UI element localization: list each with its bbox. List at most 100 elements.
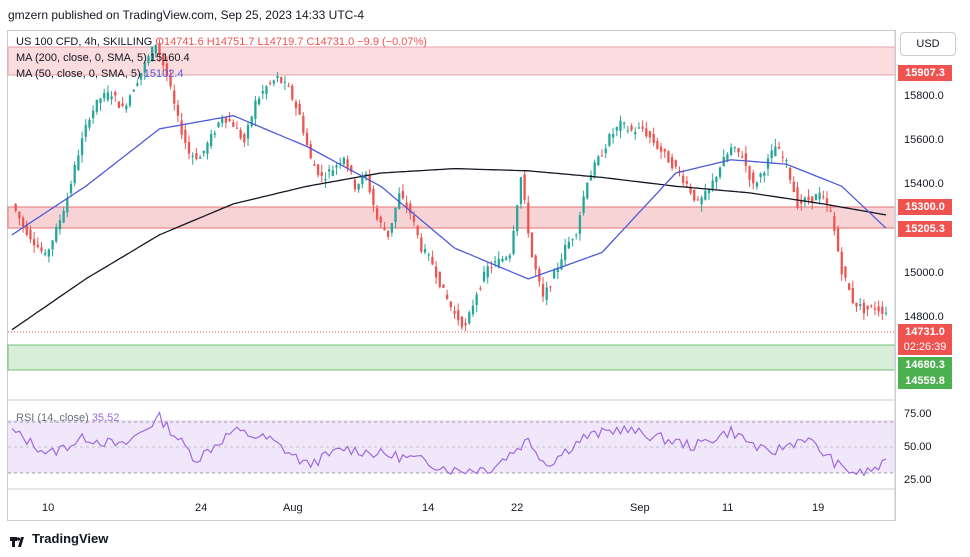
candle-body	[505, 257, 508, 260]
candle-body	[235, 127, 239, 129]
candle-body	[103, 93, 106, 99]
candle-body	[615, 127, 618, 131]
candle-body	[47, 249, 51, 257]
candle-body	[748, 166, 751, 180]
candle-body	[685, 181, 689, 184]
candle-body	[294, 101, 298, 109]
candle-body	[165, 63, 169, 76]
candle-body	[125, 105, 128, 110]
candle-body	[431, 257, 434, 265]
candle-body	[342, 157, 346, 165]
candle-body	[663, 148, 666, 152]
candle-body	[283, 81, 287, 83]
candle-body	[121, 103, 124, 107]
candle-body	[272, 80, 275, 84]
candle-body	[844, 266, 847, 278]
candle-body	[136, 83, 139, 86]
candle-body	[501, 258, 504, 262]
candle-body	[796, 187, 799, 208]
candle-body	[564, 244, 567, 261]
candle-body	[840, 251, 843, 275]
legend-ma50-label: MA (50, close, 0, SMA, 5)	[16, 68, 141, 80]
candle-body	[254, 100, 257, 119]
candle-body	[777, 146, 781, 149]
zone-lower-bottom-tag: 14559.8	[898, 373, 952, 389]
candle-body	[464, 323, 467, 326]
candle-body	[95, 99, 98, 112]
candle-body	[648, 131, 652, 138]
candle-body	[209, 134, 213, 147]
candle-body	[460, 316, 464, 328]
candle-body	[674, 160, 677, 167]
candle-body	[689, 186, 692, 193]
candle-body	[180, 120, 183, 135]
candle-body	[774, 146, 777, 157]
tradingview-icon	[10, 535, 26, 547]
candle-body	[493, 261, 497, 263]
candle-body	[154, 44, 157, 53]
candle-body	[383, 228, 386, 231]
candle-body	[51, 240, 54, 250]
candle-body	[62, 210, 65, 223]
tradingview-logo[interactable]: TradingView	[10, 531, 108, 547]
candle-body	[21, 217, 25, 227]
candle-body	[309, 144, 312, 159]
candle-body	[162, 53, 165, 66]
candle-body	[390, 223, 393, 233]
candle-body	[29, 229, 32, 240]
candle-body	[785, 160, 788, 162]
currency-button[interactable]: USD	[900, 32, 956, 56]
time-axis-label: 24	[195, 502, 208, 514]
candle-body	[449, 301, 452, 308]
candle-body	[704, 190, 707, 200]
candle-body	[597, 156, 600, 165]
candle-body	[261, 91, 264, 94]
candle-body	[173, 90, 176, 104]
candle-body	[361, 176, 364, 185]
candle-body	[567, 241, 570, 249]
candle-body	[265, 86, 268, 95]
candle-body	[482, 271, 486, 282]
time-axis-label: 22	[511, 502, 524, 514]
candle-body	[571, 239, 574, 241]
candle-body	[195, 153, 198, 160]
candle-body	[206, 142, 209, 154]
candle-body	[741, 156, 744, 158]
candle-body	[40, 247, 43, 252]
candle-body	[427, 254, 430, 256]
candle-body	[836, 228, 840, 252]
candle-body	[641, 126, 644, 129]
candle-body	[670, 157, 674, 169]
countdown-tag: 02:26:39	[898, 339, 952, 355]
candle-body	[733, 147, 736, 149]
candle-body	[770, 150, 773, 159]
candle-body	[527, 202, 530, 234]
candle-body	[446, 294, 449, 299]
rsi-axis-label: 50.00	[904, 441, 932, 453]
candle-body	[582, 196, 585, 213]
candle-body	[847, 283, 851, 290]
candle-body	[346, 159, 349, 168]
candle-body	[353, 179, 357, 190]
candle-body	[726, 154, 729, 162]
candle-body	[457, 310, 460, 321]
candle-body	[519, 177, 523, 204]
candle-body	[257, 98, 261, 105]
candle-body	[217, 122, 220, 127]
candle-body	[637, 127, 641, 129]
candle-body	[552, 270, 556, 279]
time-axis-label: 14	[422, 502, 435, 514]
price-axis-label: 15600.0	[904, 134, 944, 146]
candle-body	[626, 130, 629, 132]
candle-body	[69, 184, 73, 194]
candle-body	[291, 85, 294, 100]
candle-body	[405, 202, 408, 208]
zone-upper-bottom-tag: 15205.3	[898, 221, 952, 237]
candle-body	[792, 181, 795, 193]
candle-body	[862, 302, 866, 314]
candle-body	[339, 162, 342, 164]
candle-body	[471, 305, 475, 315]
candle-body	[143, 62, 146, 73]
candle-body	[523, 174, 526, 200]
